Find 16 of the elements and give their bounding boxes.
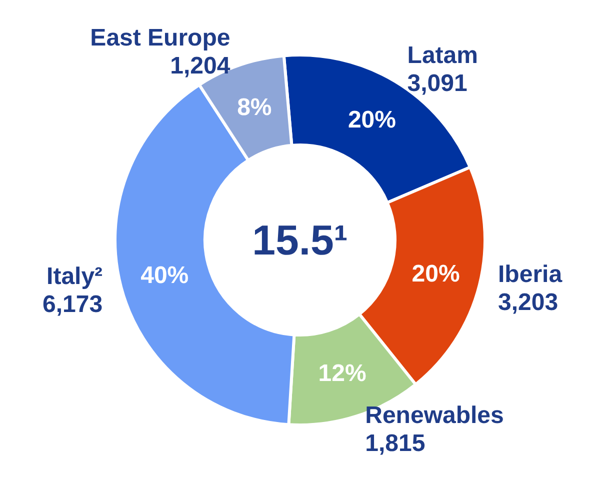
data-label: 1,204 xyxy=(170,52,231,80)
slice-label: Italy² xyxy=(46,263,103,290)
text: 20% xyxy=(348,106,396,134)
slice-label: Renewables xyxy=(365,402,504,430)
data-label: 6,173 xyxy=(42,291,103,318)
data-label: 1,815 xyxy=(365,430,426,458)
slice-label: Iberia xyxy=(498,260,563,288)
data-label: 3,203 xyxy=(498,288,558,316)
text: 8% xyxy=(237,94,272,122)
text: 40% xyxy=(140,262,189,290)
slice-label: East Europe xyxy=(90,24,230,52)
data-label: 3,091 xyxy=(407,70,468,97)
text: 12% xyxy=(318,360,366,387)
text: 20% xyxy=(412,260,460,288)
text: 15.5¹ xyxy=(252,216,348,264)
slice-label: Latam xyxy=(407,42,478,69)
